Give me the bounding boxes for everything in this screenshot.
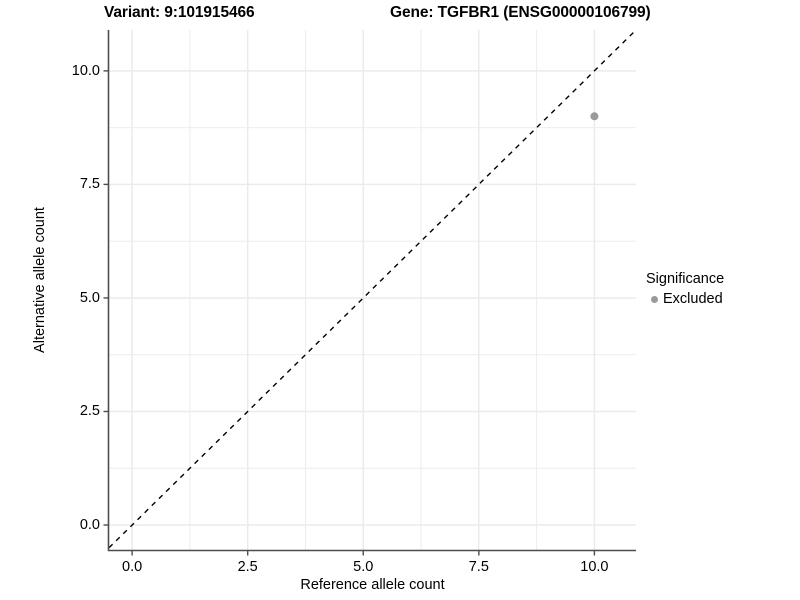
legend-item[interactable]: Excluded xyxy=(646,290,724,308)
x-tick-label: 2.5 xyxy=(237,559,258,575)
diagonal-reference-line xyxy=(109,30,636,549)
y-tick-label: 5.0 xyxy=(79,289,100,306)
data-points xyxy=(590,112,599,121)
variant-title: Variant: 9:101915466 xyxy=(104,4,255,21)
y-tick-label: 10.0 xyxy=(71,62,100,79)
y-tick-label: 2.5 xyxy=(79,403,100,420)
x-axis-title: Reference allele count xyxy=(300,577,445,593)
x-tick-label: 7.5 xyxy=(468,559,489,575)
x-tick-label: 0.0 xyxy=(122,559,143,575)
plot-canvas xyxy=(109,30,636,550)
y-tick-label: 0.0 xyxy=(79,517,100,534)
legend-entries: Excluded xyxy=(646,290,724,308)
legend-item-label: Excluded xyxy=(663,291,723,307)
y-axis-title: Alternative allele count xyxy=(32,207,48,353)
plot-panel xyxy=(109,30,636,550)
x-tick-label: 5.0 xyxy=(353,559,374,575)
x-tick-label: 10.0 xyxy=(580,559,609,575)
legend-dot-icon xyxy=(651,295,658,303)
legend: Significance Excluded xyxy=(646,270,724,308)
gene-title: Gene: TGFBR1 (ENSG00000106799) xyxy=(390,4,651,21)
legend-swatch xyxy=(646,291,663,308)
minor-gridlines xyxy=(109,30,636,550)
reference-line xyxy=(109,30,636,549)
major-gridlines xyxy=(109,30,636,550)
legend-title: Significance xyxy=(646,271,725,287)
y-tick-label: 7.5 xyxy=(79,176,100,193)
data-point[interactable] xyxy=(590,112,599,121)
